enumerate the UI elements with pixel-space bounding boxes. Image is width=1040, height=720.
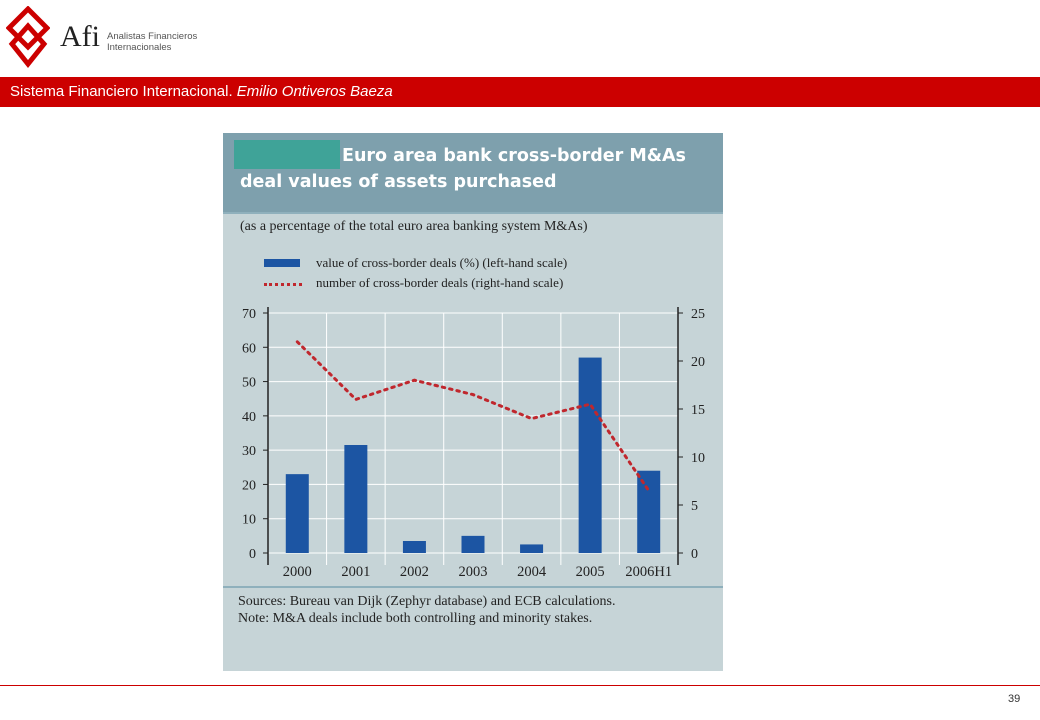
chart-notes: Sources: Bureau van Dijk (Zephyr databas… [238,594,708,627]
chart-header: Euro area bank cross-border M&As deal va… [223,133,723,213]
left-tick-label: 50 [242,376,256,391]
right-tick-label: 0 [691,547,698,562]
series-line-deal-count [295,340,651,493]
x-tick-label: 2000 [283,564,312,580]
right-tick-label: 5 [691,499,698,514]
x-tick-label: 2004 [517,564,547,580]
page-number: 39 [1008,693,1021,705]
title-main: Sistema Financiero Internacional. [10,83,237,100]
left-tick-label: 20 [242,478,256,493]
bar-2006H1 [637,470,661,553]
right-tick-label: 25 [691,307,705,322]
brand-mark: Afi [60,20,100,53]
bar-2000 [285,474,309,553]
brand-name: Analistas Financieros Internacionales [107,31,197,53]
x-tick-label: 2003 [459,564,488,580]
legend-swatch-dotted-line [264,283,302,286]
left-tick-label: 30 [242,444,256,459]
left-tick-label: 70 [242,307,256,322]
chart-definition-note: Note: M&A deals include both controlling… [238,610,593,626]
left-tick-label: 60 [242,341,256,356]
brand-name-line2: Internacionales [107,42,172,53]
x-tick-label: 2005 [576,564,605,580]
chart-title: Euro area bank cross-border M&As deal va… [240,146,686,192]
title-bar: Sistema Financiero Internacional. Emilio… [0,77,1040,107]
bar-2002 [402,541,426,553]
chart-sources-note: Sources: Bureau van Dijk (Zephyr databas… [238,594,616,609]
afi-logo-icon [6,6,50,68]
legend-label-line: number of cross-border deals (right-hand… [316,275,564,290]
chart-tag [234,140,340,169]
bar-2001 [344,445,368,553]
x-tick-label: 2001 [341,564,370,580]
right-tick-label: 10 [691,451,705,466]
notes-separator [223,586,723,588]
right-tick-label: 20 [691,355,705,370]
header-separator [223,212,723,214]
title-author: Emilio Ontiveros Baeza [236,83,393,100]
left-tick-label: 40 [242,410,256,425]
left-tick-label: 10 [242,513,256,528]
x-tick-label: 2006H1 [625,564,672,580]
bar-2004 [520,544,544,553]
footer-divider [0,685,1040,686]
x-tick-label: 2002 [400,564,429,580]
brand-name-line1: Analistas Financieros [107,31,198,42]
chart-plot: 0 10 20 30 40 50 60 70 0 5 10 15 20 25 2000 2001 2002 200… [242,307,705,580]
chart-figure: Euro area bank cross-border M&As deal va… [223,133,723,671]
legend-swatch-bar [264,259,300,267]
legend-label-bars: value of cross-border deals (%) (left-ha… [316,255,568,270]
page-title: Sistema Financiero Internacional. Emilio… [10,83,393,100]
bar-2005 [578,357,602,553]
right-tick-label: 15 [691,403,705,418]
bar-2003 [461,535,485,553]
left-tick-label: 0 [249,547,256,562]
chart-subtitle: (as a percentage of the total euro area … [240,219,588,234]
